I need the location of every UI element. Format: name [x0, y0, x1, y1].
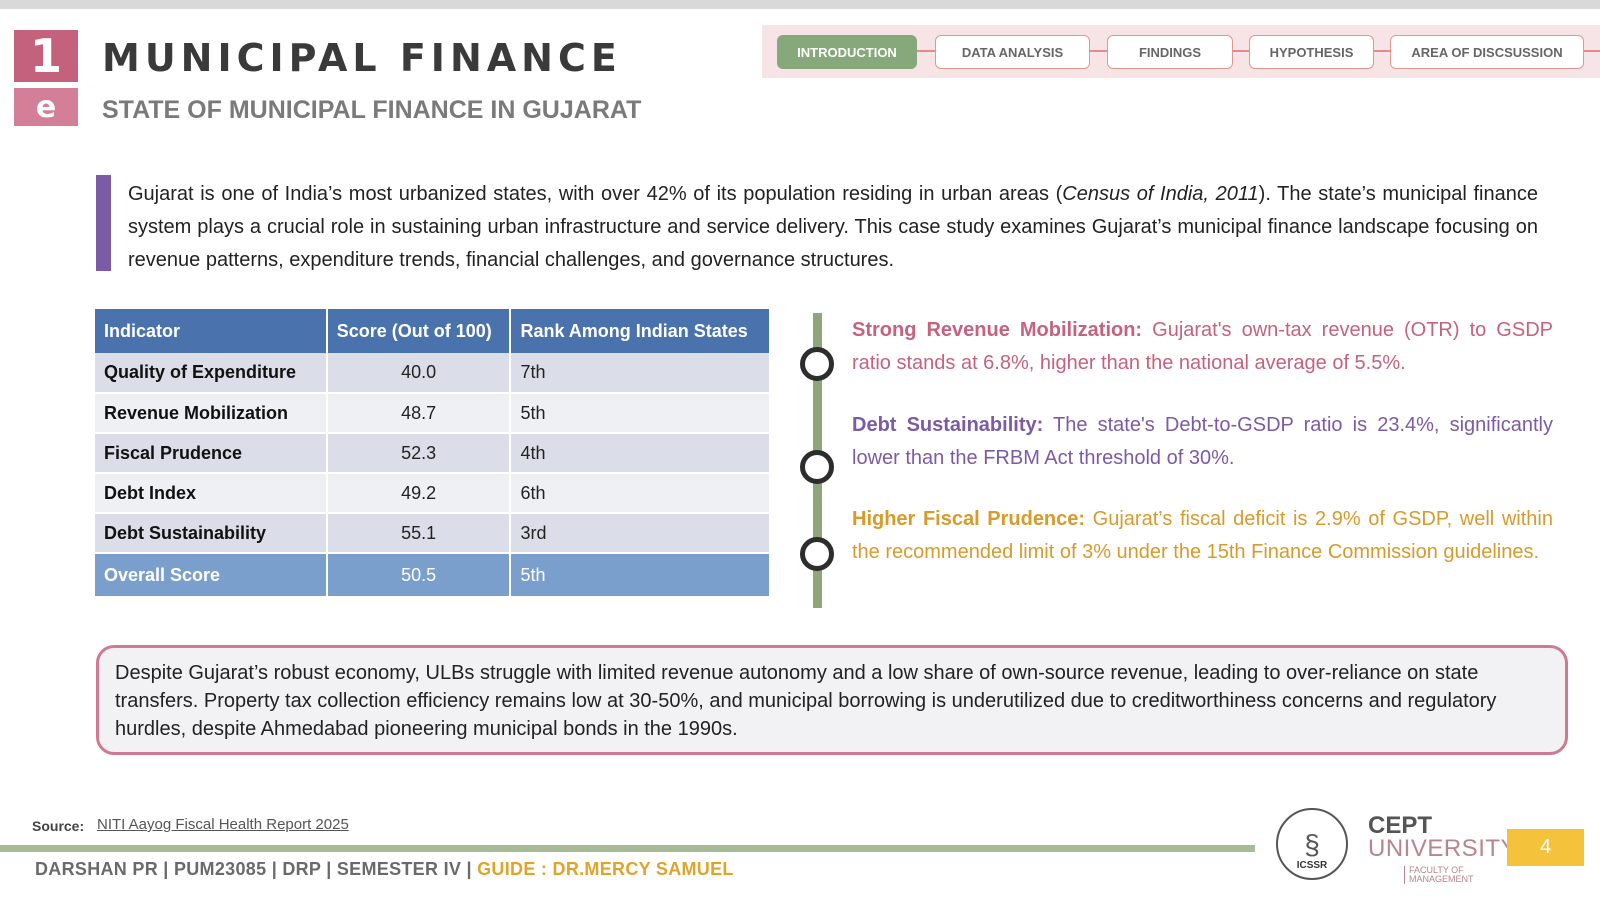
cell-score: 49.2 [326, 473, 512, 514]
table-row: Debt Sustainability 55.1 3rd [95, 513, 771, 554]
page-number: 4 [1507, 829, 1584, 866]
timeline-node-1 [800, 347, 834, 381]
table-row: Revenue Mobilization 48.7 5th [95, 393, 771, 434]
point-revenue-mobilization: Strong Revenue Mobilization: Gujarat's o… [852, 314, 1553, 380]
cell-indicator: Debt Sustainability [95, 513, 328, 554]
tab-findings[interactable]: FINDINGS [1107, 35, 1233, 69]
point-text: Gujarat’s fiscal deficit is 2.9% of GSDP… [852, 508, 1553, 563]
tab-introduction[interactable]: INTRODUCTION [777, 35, 917, 69]
top-strip [0, 0, 1600, 9]
tab-data-analysis[interactable]: DATA ANALYSIS [935, 35, 1090, 69]
intro-citation: Census of India, 2011 [1062, 183, 1259, 205]
footer-author: DARSHAN PR | PUM23085 | DRP | SEMESTER I… [35, 859, 478, 879]
header-score: Score (Out of 100) [326, 309, 512, 353]
cell-score: 48.7 [326, 393, 512, 434]
cell-indicator: Debt Index [95, 473, 328, 514]
cell-indicator: Quality of Expenditure [95, 353, 328, 394]
cell-total-label: Overall Score [95, 553, 328, 598]
cell-rank: 7th [510, 353, 771, 394]
footer-line [0, 845, 1255, 852]
intro-paragraph: Gujarat is one of India’s most urbanized… [128, 178, 1538, 277]
point-text: Gujarat's own-tax revenue (OTR) to GSDP … [852, 319, 1553, 374]
cell-score: 55.1 [326, 513, 512, 554]
intro-text-end: ). The state’s municipal finance system … [128, 183, 1538, 271]
cell-total-rank: 5th [510, 553, 771, 598]
table-header-row: Indicator Score (Out of 100) Rank Among … [95, 309, 771, 353]
cell-score: 52.3 [326, 433, 512, 474]
icssr-logo-text: ICSSR [1296, 860, 1328, 871]
cell-rank: 4th [510, 433, 771, 474]
point-debt-sustainability: Debt Sustainability: The state's Debt-to… [852, 409, 1553, 475]
point-heading: Strong Revenue Mobilization: [852, 319, 1143, 341]
footer-credits: DARSHAN PR | PUM23085 | DRP | SEMESTER I… [35, 859, 734, 880]
intro-accent-bar [96, 175, 111, 271]
cell-score: 40.0 [326, 353, 512, 394]
section-logo-letter: e [14, 88, 78, 126]
table-row: Debt Index 49.2 6th [95, 473, 771, 514]
tab-area-of-discussion[interactable]: AREA OF DISCSUSSION [1390, 35, 1584, 69]
university-logo-text: UNIVERSITY [1368, 835, 1518, 862]
cell-rank: 5th [510, 393, 771, 434]
flame-icon: § [1304, 829, 1320, 860]
cept-logo-text: CEPT [1368, 812, 1433, 839]
page-subtitle: STATE OF MUNICIPAL FINANCE IN GUJARAT [102, 96, 642, 124]
cell-rank: 3rd [510, 513, 771, 554]
cell-indicator: Fiscal Prudence [95, 433, 328, 474]
page-title: MUNICIPAL FINANCE [102, 36, 622, 80]
timeline-node-2 [800, 450, 834, 484]
header-rank: Rank Among Indian States [510, 309, 771, 353]
point-fiscal-prudence: Higher Fiscal Prudence: Gujarat’s fiscal… [852, 503, 1553, 569]
footer-guide: GUIDE : DR.MERCY SAMUEL [477, 859, 734, 879]
summary-note-box: Despite Gujarat’s robust economy, ULBs s… [96, 645, 1568, 755]
point-heading: Debt Sustainability: [852, 414, 1044, 436]
cell-indicator: Revenue Mobilization [95, 393, 328, 434]
tab-hypothesis[interactable]: HYPOTHESIS [1249, 35, 1374, 69]
icssr-logo: § ICSSR [1276, 808, 1348, 880]
cell-total-score: 50.5 [326, 553, 512, 598]
table-row: Quality of Expenditure 40.0 7th [95, 353, 771, 394]
faculty-logo-text: FACULTY OF MANAGEMENT [1404, 866, 1504, 884]
source-link[interactable]: NITI Aayog Fiscal Health Report 2025 [97, 816, 349, 833]
intro-text-start: Gujarat is one of India’s most urbanized… [128, 183, 1063, 205]
fiscal-health-table: Indicator Score (Out of 100) Rank Among … [95, 309, 771, 598]
table-total-row: Overall Score 50.5 5th [95, 553, 771, 598]
source-label: Source: [32, 818, 85, 834]
cell-rank: 6th [510, 473, 771, 514]
section-logo-number: 1 [14, 29, 78, 83]
point-heading: Higher Fiscal Prudence: [852, 508, 1086, 530]
point-text: The state's Debt-to-GSDP ratio is 23.4%,… [852, 414, 1553, 469]
header-indicator: Indicator [95, 309, 328, 353]
table-row: Fiscal Prudence 52.3 4th [95, 433, 771, 474]
timeline-node-3 [800, 537, 834, 571]
